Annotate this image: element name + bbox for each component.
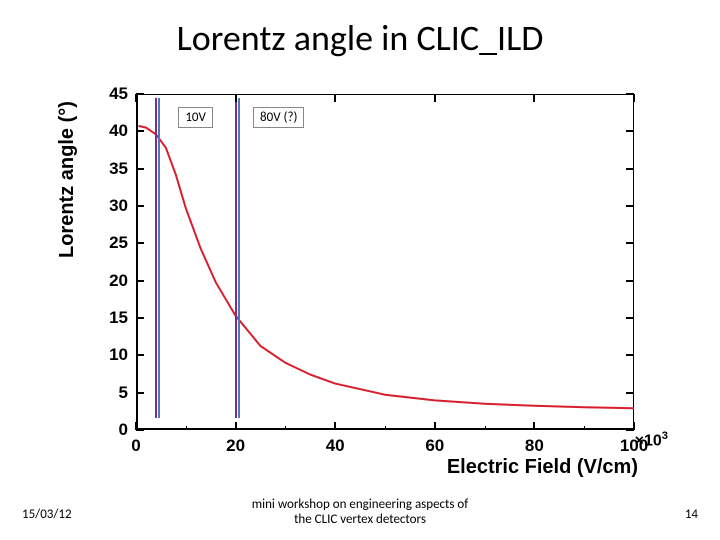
- y-tick-label: 5: [98, 383, 128, 403]
- y-tick: [136, 130, 144, 132]
- y-tick: [626, 354, 634, 356]
- y-tick: [136, 429, 144, 431]
- x-tick-minor: [584, 426, 585, 430]
- x-tick-minor: [385, 426, 386, 430]
- y-tick: [626, 168, 634, 170]
- y-tick: [136, 392, 144, 394]
- y-tick: [136, 242, 144, 244]
- x-tick: [434, 94, 436, 102]
- page-title: Lorentz angle in CLIC_ILD: [0, 16, 720, 60]
- y-tick: [626, 130, 634, 132]
- x-tick-minor: [186, 426, 187, 430]
- x-tick: [235, 422, 237, 430]
- x-axis-label: Electric Field (V/cm): [447, 456, 638, 479]
- annotation-0: 10V: [178, 107, 213, 128]
- x-tick: [633, 94, 635, 102]
- x-tick-minor: [485, 426, 486, 430]
- x-tick: [533, 422, 535, 430]
- y-tick: [626, 280, 634, 282]
- y-tick: [626, 242, 634, 244]
- x-tick-label: 20: [226, 436, 245, 456]
- y-tick: [136, 280, 144, 282]
- y-tick-label: 40: [98, 121, 128, 141]
- x-tick: [633, 422, 635, 430]
- x-tick: [334, 94, 336, 102]
- y-tick: [136, 354, 144, 356]
- x-tick-label: 80: [525, 436, 544, 456]
- y-tick-label: 35: [98, 159, 128, 179]
- y-axis-label: Lorentz angle (°): [56, 101, 79, 258]
- y-tick: [136, 93, 144, 95]
- y-tick: [136, 168, 144, 170]
- x-tick-label: 40: [326, 436, 345, 456]
- y-tick: [626, 392, 634, 394]
- x-tick: [533, 94, 535, 102]
- x-tick-label: 0: [131, 436, 140, 456]
- footer-line1: mini workshop on engineering aspects of: [252, 497, 469, 512]
- y-tick: [626, 317, 634, 319]
- y-tick: [136, 205, 144, 207]
- y-tick-label: 15: [98, 308, 128, 328]
- x-tick: [235, 94, 237, 102]
- y-tick: [626, 205, 634, 207]
- annotation-1: 80V (?): [253, 107, 304, 128]
- x-axis-exponent: ×103: [635, 430, 668, 450]
- y-tick-label: 30: [98, 196, 128, 216]
- x-tick: [135, 422, 137, 430]
- y-tick-label: 25: [98, 233, 128, 253]
- y-tick: [136, 317, 144, 319]
- y-tick-label: 0: [98, 420, 128, 440]
- footer-caption: mini workshop on engineering aspects of …: [0, 498, 720, 528]
- lorentz-chart: 051015202530354045 020406080100 10V80V (…: [68, 78, 668, 473]
- y-tick-label: 45: [98, 84, 128, 104]
- y-tick-label: 20: [98, 271, 128, 291]
- x-tick: [334, 422, 336, 430]
- page-number: 14: [685, 507, 698, 522]
- x-tick-minor: [285, 426, 286, 430]
- x-tick: [434, 422, 436, 430]
- footer-line2: the CLIC vertex detectors: [294, 512, 426, 527]
- x-tick-label: 60: [425, 436, 444, 456]
- curve: [136, 94, 634, 430]
- y-tick-label: 10: [98, 345, 128, 365]
- x-tick: [135, 94, 137, 102]
